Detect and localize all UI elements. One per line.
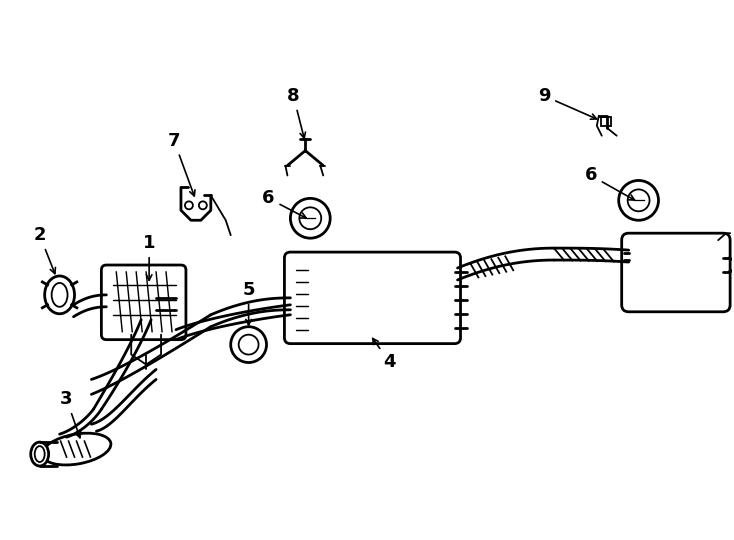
Circle shape	[619, 180, 658, 220]
FancyBboxPatch shape	[101, 265, 186, 340]
Text: 7: 7	[168, 132, 195, 196]
Text: 1: 1	[143, 234, 156, 280]
Ellipse shape	[31, 442, 48, 466]
Text: 4: 4	[373, 339, 396, 372]
Ellipse shape	[51, 283, 68, 307]
Ellipse shape	[42, 433, 111, 465]
Text: 2: 2	[34, 226, 56, 274]
Circle shape	[230, 327, 266, 362]
FancyBboxPatch shape	[622, 233, 730, 312]
Circle shape	[199, 201, 207, 210]
Circle shape	[291, 198, 330, 238]
FancyBboxPatch shape	[601, 117, 611, 126]
Circle shape	[239, 335, 258, 355]
Circle shape	[185, 201, 193, 210]
Text: 5: 5	[242, 281, 255, 325]
Ellipse shape	[45, 276, 75, 314]
FancyBboxPatch shape	[285, 252, 460, 343]
Text: 6: 6	[584, 166, 635, 200]
Ellipse shape	[34, 446, 45, 462]
Text: 3: 3	[60, 390, 81, 438]
Text: 6: 6	[262, 190, 306, 218]
Circle shape	[299, 207, 321, 229]
Text: 9: 9	[538, 87, 597, 119]
Text: 8: 8	[287, 87, 305, 138]
Circle shape	[628, 190, 650, 211]
